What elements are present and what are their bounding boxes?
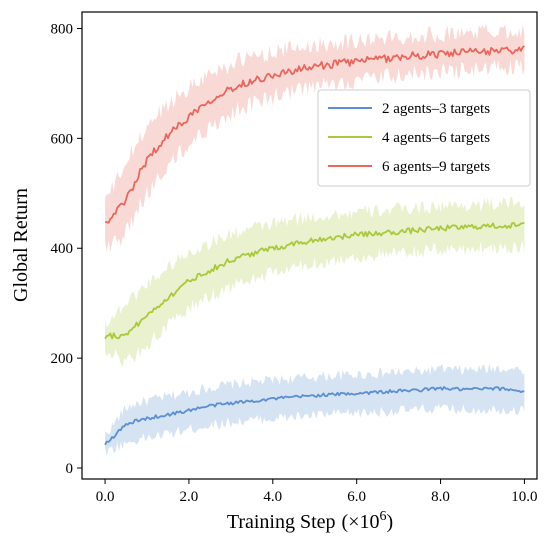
y-tick-label: 400 [51,241,74,257]
x-axis-title-main: Training Step [227,511,336,533]
legend-label-series-1: 4 agents–6 targets [382,130,490,146]
y-axis-title: Global Return [10,188,32,302]
band-series-2 [105,23,525,252]
y-tick-label: 600 [51,131,74,147]
y-tick-label: 0 [66,461,74,477]
line-series-0 [104,386,525,446]
legend-label-series-2: 6 agents–9 targets [382,159,490,175]
x-tick-label: 2.0 [180,489,199,505]
x-tick-label: 10.0 [511,489,537,505]
y-tick-label: 200 [51,351,74,367]
legend-box [317,89,531,187]
plot-frame [81,11,538,480]
line-series-1 [104,221,525,340]
legend: 2 agents–3 targets 4 agents–6 targets 6 … [317,89,531,187]
lines-layer [104,45,525,446]
band-series-1 [105,196,525,368]
x-axis-title-exponent: 6 [380,509,387,524]
x-tick-label: 0.0 [96,489,115,505]
y-ticks-layer: 0 200 400 600 800 [51,21,82,477]
legend-label-series-0: 2 agents–3 targets [382,101,490,117]
line-series-2 [105,45,525,224]
x-tick-label: 8.0 [431,489,450,505]
band-series-0 [105,363,525,457]
y-tick-label: 800 [51,21,74,37]
bands-layer [105,23,525,457]
x-axis-title: Training Step (×106) [227,509,393,533]
x-tick-label: 6.0 [347,489,366,505]
x-tick-label: 4.0 [263,489,282,505]
x-axis-title-close: ) [387,511,394,533]
x-ticks-layer: 0.0 2.0 4.0 6.0 8.0 10.0 [96,479,538,505]
x-axis-title-unit: (×10 [342,511,380,533]
